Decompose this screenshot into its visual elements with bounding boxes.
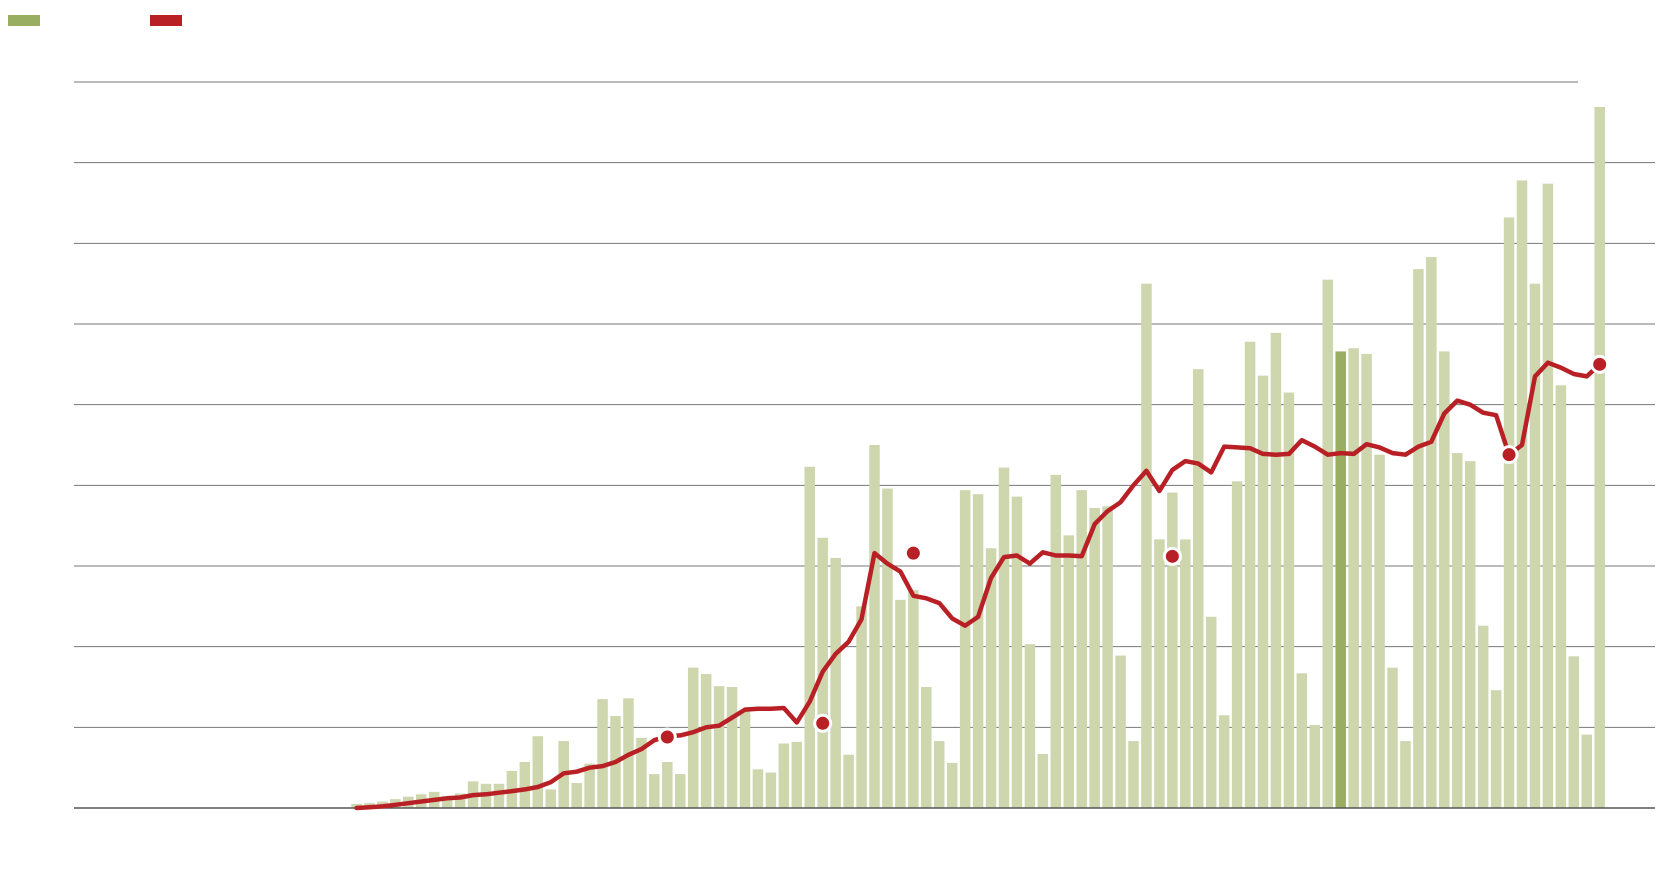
- bar: [1296, 673, 1308, 808]
- bar: [856, 606, 867, 808]
- bar: [1128, 741, 1139, 808]
- legend-swatch-bars: [8, 15, 40, 26]
- bar: [687, 667, 699, 808]
- bar: [1115, 655, 1126, 808]
- bar: [1244, 341, 1256, 808]
- bar: [882, 488, 893, 808]
- line-marker: [657, 727, 677, 747]
- bar: [1270, 332, 1282, 808]
- bar: [1180, 539, 1191, 808]
- bar: [843, 754, 854, 808]
- bar: [1387, 667, 1398, 808]
- bar: [1322, 279, 1333, 809]
- bar: [934, 741, 945, 808]
- bar: [1413, 269, 1424, 808]
- bar: [791, 741, 803, 808]
- bar: [493, 783, 505, 808]
- bar: [1426, 257, 1437, 809]
- bar: [778, 743, 790, 808]
- bar: [1050, 474, 1062, 808]
- bar: [1102, 506, 1113, 808]
- bar: [1154, 539, 1165, 808]
- bar: [908, 590, 919, 808]
- line-marker: [1499, 445, 1519, 465]
- line-marker: [813, 713, 833, 733]
- bar: [1477, 625, 1489, 808]
- bar: [1581, 734, 1592, 808]
- bar: [1516, 180, 1528, 808]
- bar: [675, 774, 686, 808]
- legend-item-line: [150, 15, 182, 26]
- bar: [1024, 644, 1036, 808]
- bar: [454, 793, 466, 808]
- bar: [921, 687, 932, 808]
- bar: [519, 762, 531, 808]
- bar: [752, 769, 764, 808]
- bar: [946, 762, 958, 808]
- line-marker: [1590, 354, 1610, 374]
- bar: [985, 548, 997, 808]
- bar: [1283, 392, 1295, 808]
- bar: [1335, 351, 1346, 808]
- legend-item-bars: [8, 15, 40, 26]
- line-series: [354, 360, 1602, 811]
- bar: [1452, 453, 1463, 808]
- bar: [1568, 656, 1580, 808]
- bar: [1257, 375, 1269, 808]
- bar: [895, 599, 906, 808]
- bar: [1193, 369, 1204, 808]
- bar: [1167, 492, 1178, 808]
- bar: [739, 711, 751, 808]
- bar: [1011, 496, 1023, 808]
- bar: [959, 490, 971, 808]
- bar: [1089, 507, 1100, 808]
- bar: [597, 699, 608, 808]
- bar: [545, 789, 556, 808]
- bar: [1490, 690, 1502, 808]
- bar: [571, 782, 582, 808]
- bar: [1503, 217, 1515, 808]
- bar: [1309, 724, 1321, 808]
- bar: [1218, 715, 1230, 808]
- bar: [1542, 183, 1554, 808]
- bar: [1361, 353, 1372, 808]
- bar: [1348, 348, 1359, 808]
- bar: [1464, 461, 1476, 808]
- bar: [649, 774, 660, 808]
- bar: [1205, 616, 1217, 808]
- bar: [830, 557, 841, 808]
- legend: [8, 15, 292, 26]
- bar: [972, 494, 984, 808]
- line-marker: [903, 543, 923, 563]
- bar: [1400, 741, 1411, 808]
- legend-swatch-line: [150, 15, 182, 26]
- bar: [1063, 535, 1074, 808]
- bar: [1555, 385, 1567, 808]
- bar: [1374, 454, 1385, 808]
- bar: [765, 772, 777, 808]
- bar: [998, 467, 1010, 808]
- bar: [1529, 283, 1541, 809]
- bar: [532, 736, 544, 808]
- bar: [869, 445, 880, 808]
- bar: [636, 737, 647, 808]
- bar: [441, 795, 453, 808]
- bar: [804, 466, 815, 808]
- bar: [726, 687, 738, 808]
- bar: [713, 686, 725, 808]
- bar: [1141, 283, 1152, 809]
- bar: [700, 674, 712, 808]
- bar: [1439, 351, 1450, 808]
- bar: [662, 762, 673, 808]
- bar: [1037, 753, 1049, 808]
- bar: [584, 763, 595, 808]
- line-marker: [1162, 546, 1182, 566]
- bar: [1594, 107, 1605, 809]
- bar: [1231, 481, 1243, 808]
- bar: [1076, 490, 1087, 808]
